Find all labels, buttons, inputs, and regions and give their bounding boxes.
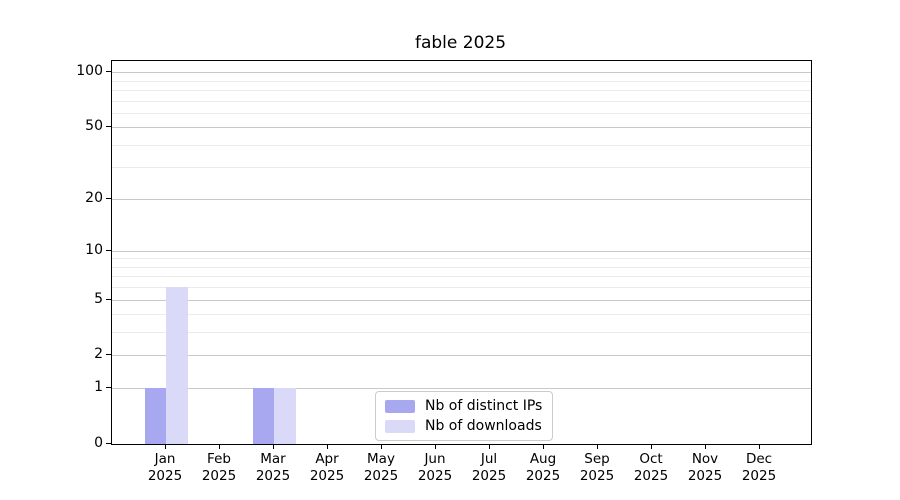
bar-distinct-ips-mar [252,388,274,444]
y-axis-tick [106,354,111,356]
x-axis-tick [327,444,328,449]
x-axis-tick [759,444,760,449]
x-axis-tick [597,444,598,449]
chart-title: fable 2025 [414,33,507,53]
y-axis-tick [106,197,111,199]
x-tick-year: 2025 [633,468,669,484]
y-tick-label: 2 [94,346,103,363]
legend: Nb of distinct IPs Nb of downloads [375,391,554,441]
y-axis-tick [106,249,111,251]
bar-distinct-ips-jan [144,388,166,444]
legend-label-downloads: Nb of downloads [425,418,542,434]
x-tick-label-mar: Mar 2025 [237,451,309,485]
x-tick-month: Jun [424,451,446,467]
x-tick-month: Jan [154,451,176,467]
y-axis-tick [106,387,111,389]
y-axis-tick [106,298,111,300]
x-axis-tick [489,444,490,449]
x-tick-label-dec: Dec 2025 [723,451,795,485]
x-tick-label-jul: Jul 2025 [453,451,525,485]
x-tick-month: Apr [315,451,339,467]
minor-gridline [112,167,811,169]
minor-gridline [112,258,811,260]
major-gridline [112,299,811,301]
legend-swatch-distinct-ips [385,399,415,413]
x-tick-label-may: May 2025 [345,451,417,485]
minor-gridline [112,287,811,289]
x-tick-year: 2025 [741,468,777,484]
x-axis-tick [705,444,706,449]
x-axis-tick [219,444,220,449]
x-tick-year: 2025 [255,468,291,484]
x-tick-year: 2025 [579,468,615,484]
x-tick-year: 2025 [147,468,183,484]
x-tick-label-jun: Jun 2025 [399,451,471,485]
x-tick-month: May [367,451,395,467]
x-axis-tick [165,444,166,449]
minor-gridline [112,276,811,278]
minor-gridline [112,112,811,114]
y-tick-label: 100 [76,63,103,80]
x-tick-label-aug: Aug 2025 [507,451,579,485]
y-tick-label: 1 [94,379,103,396]
bar-downloads-jan [166,287,188,444]
x-tick-year: 2025 [309,468,345,484]
x-axis-tick [381,444,382,449]
major-gridline [112,127,811,129]
y-axis-tick [106,126,111,128]
x-tick-label-apr: Apr 2025 [291,451,363,485]
legend-label-distinct-ips: Nb of distinct IPs [425,398,543,414]
x-tick-year: 2025 [417,468,453,484]
minor-gridline [112,144,811,146]
y-tick-label: 5 [94,290,103,307]
x-tick-month: Feb [207,451,231,467]
x-axis-tick [273,444,274,449]
major-gridline [112,198,811,200]
x-tick-month: Aug [529,451,557,467]
x-tick-month: Jul [480,451,498,467]
x-tick-label-oct: Oct 2025 [615,451,687,485]
x-axis-tick [435,444,436,449]
minor-gridline [112,80,811,82]
minor-gridline [112,89,811,91]
plot-area [111,60,812,445]
y-axis-tick [106,443,111,444]
x-tick-year: 2025 [201,468,237,484]
y-tick-label: 50 [85,118,103,135]
minor-gridline [112,314,811,316]
bar-downloads-mar [274,388,296,444]
major-gridline [112,72,811,74]
y-tick-label: 0 [94,435,103,451]
x-tick-year: 2025 [687,468,723,484]
y-tick-label: 10 [85,241,103,258]
x-axis-tick [543,444,544,449]
legend-swatch-downloads [385,419,415,433]
x-tick-label-jan: Jan 2025 [129,451,201,485]
legend-item-downloads: Nb of downloads [385,418,542,434]
x-tick-label-feb: Feb 2025 [183,451,255,485]
major-gridline [112,388,811,390]
x-tick-year: 2025 [363,468,399,484]
x-tick-year: 2025 [525,468,561,484]
major-gridline [112,250,811,252]
x-tick-month: Dec [745,451,773,467]
major-gridline [112,355,811,357]
x-axis-tick [651,444,652,449]
y-tick-label: 20 [85,189,103,206]
x-tick-month: Nov [691,451,719,467]
y-axis-tick [106,71,111,73]
minor-gridline [112,100,811,102]
x-tick-label-nov: Nov 2025 [669,451,741,485]
x-tick-label-sep: Sep 2025 [561,451,633,485]
minor-gridline [112,266,811,268]
x-tick-month: Mar [260,451,286,467]
x-tick-month: Sep [584,451,610,467]
x-tick-month: Oct [639,451,663,467]
legend-item-distinct-ips: Nb of distinct IPs [385,398,542,414]
x-tick-year: 2025 [471,468,507,484]
minor-gridline [112,332,811,334]
